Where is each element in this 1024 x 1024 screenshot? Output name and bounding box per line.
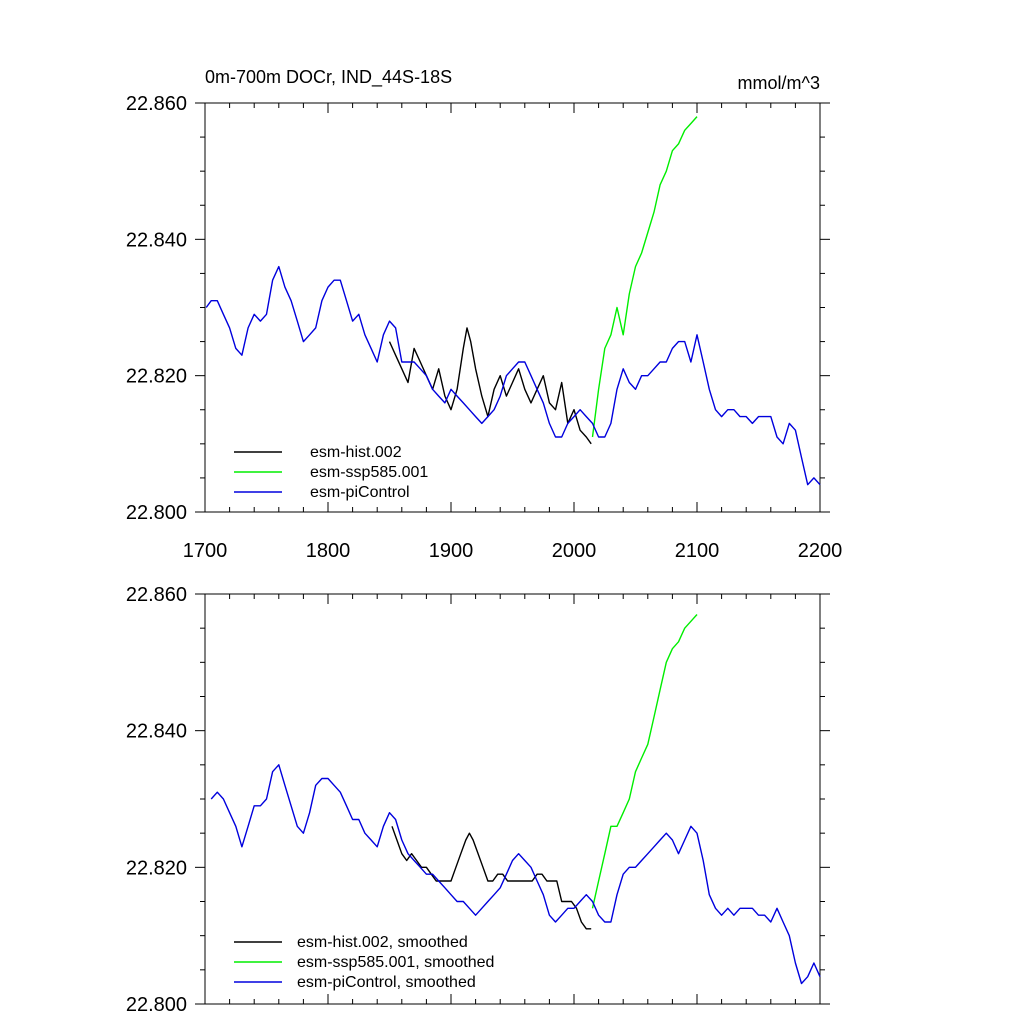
series-line	[388, 327, 592, 445]
y-tick-label: 22.860	[126, 93, 187, 115]
bottom-axis-ticks: 22.800 22.820 22.840 22.860	[126, 584, 830, 1016]
x-tick-label: 1700	[183, 540, 228, 562]
series-line	[205, 265, 821, 486]
series-line	[210, 764, 821, 985]
units-label: mmol/m^3	[738, 73, 820, 93]
legend-label: esm-piControl, smoothed	[297, 974, 476, 991]
y-tick-label: 22.800	[126, 502, 187, 524]
legend-label: esm-ssp585.001, smoothed	[297, 954, 494, 971]
y-tick-label: 22.840	[126, 229, 187, 251]
top-panel: 0m-700m DOCr, IND_44S-18S mmol/m^3 22.80…	[126, 67, 842, 562]
x-tick-label: 2100	[675, 540, 720, 562]
x-tick-label: 2000	[552, 540, 597, 562]
y-tick-label: 22.800	[126, 994, 187, 1016]
x-tick-label: 1800	[306, 540, 351, 562]
top-plot-frame	[204, 102, 821, 513]
bottom-series-group	[210, 614, 821, 985]
legend-label: esm-hist.002	[310, 444, 402, 461]
series-line	[391, 826, 592, 930]
bottom-legend: esm-hist.002, smoothed esm-ssp585.001, sm…	[234, 934, 494, 991]
bottom-panel: 22.800 22.820 22.840 22.860 esm-hist.002, s…	[126, 584, 830, 1016]
y-tick-label: 22.840	[126, 721, 187, 743]
top-axis-ticks: 22.800 22.820 22.840 22.860 1700 1800 1900 2000…	[126, 93, 842, 562]
x-tick-label: 1900	[429, 540, 474, 562]
y-tick-label: 22.820	[126, 857, 187, 879]
y-tick-label: 22.860	[126, 584, 187, 606]
legend-label: esm-hist.002, smoothed	[297, 934, 468, 951]
top-legend: esm-hist.002 esm-ssp585.001 esm-piControl	[234, 444, 428, 501]
legend-label: esm-ssp585.001	[310, 464, 428, 481]
x-tick-label: 2200	[798, 540, 843, 562]
legend-label: esm-piControl	[310, 484, 410, 501]
series-line	[591, 116, 698, 438]
chart-title: 0m-700m DOCr, IND_44S-18S	[205, 67, 452, 88]
series-line	[591, 614, 698, 909]
y-tick-label: 22.820	[126, 366, 187, 388]
top-series-group	[205, 116, 821, 486]
